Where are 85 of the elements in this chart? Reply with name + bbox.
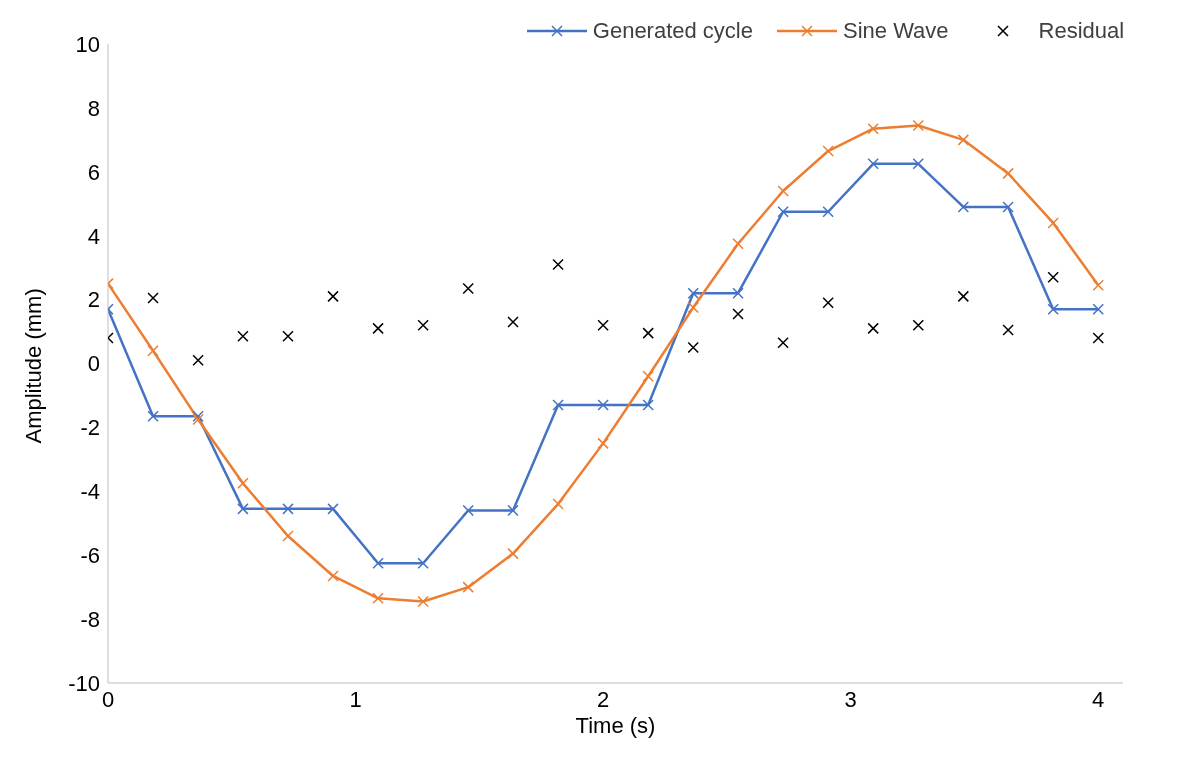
point <box>642 399 654 411</box>
point <box>507 547 519 560</box>
point <box>1047 217 1059 229</box>
y-tick-label: -2 <box>80 415 100 441</box>
point <box>867 322 879 335</box>
point <box>192 413 204 426</box>
y-tick-label: -10 <box>68 670 100 696</box>
point <box>552 258 564 271</box>
point <box>327 570 339 582</box>
point <box>912 158 925 170</box>
point <box>687 341 699 354</box>
point <box>1092 332 1104 344</box>
point <box>732 237 744 250</box>
point <box>777 185 789 197</box>
x-tick-label: 1 <box>349 686 362 712</box>
point <box>372 557 384 569</box>
y-axis-title: Amplitude (mm) <box>20 288 46 444</box>
point <box>912 119 925 132</box>
y-tick-label: 8 <box>87 95 100 121</box>
point <box>192 354 204 367</box>
point <box>462 581 474 593</box>
point <box>687 301 699 314</box>
point <box>417 595 429 608</box>
y-tick-label: 2 <box>87 287 100 313</box>
point <box>462 504 474 517</box>
y-tick-label: 10 <box>75 31 100 57</box>
x-tick-label: 4 <box>1092 686 1105 712</box>
point <box>372 322 384 335</box>
y-tick-label: -4 <box>80 479 100 505</box>
point <box>507 316 519 328</box>
point <box>687 287 699 299</box>
point <box>147 292 159 304</box>
point <box>912 319 925 331</box>
legend-label: Residual <box>1037 18 1125 44</box>
legend-label: Generated cycle <box>591 18 753 44</box>
point <box>957 201 970 213</box>
point <box>1092 279 1104 291</box>
point <box>507 504 519 517</box>
point <box>822 145 834 157</box>
point <box>1002 324 1014 336</box>
point <box>552 399 564 411</box>
y-tick-label: 0 <box>87 351 100 377</box>
point <box>597 319 609 331</box>
y-tick-label: 4 <box>87 223 100 249</box>
x-axis-title: Time (s) <box>575 713 656 738</box>
point <box>822 205 834 218</box>
point <box>777 205 789 218</box>
point <box>147 410 159 422</box>
point <box>147 344 159 357</box>
point <box>462 282 474 295</box>
point <box>777 336 789 349</box>
point <box>327 290 339 303</box>
point <box>867 122 879 135</box>
point <box>732 308 744 320</box>
point <box>1047 303 1059 315</box>
point <box>597 399 609 411</box>
point <box>372 592 384 605</box>
point <box>237 330 249 343</box>
point <box>732 287 744 299</box>
point <box>282 330 294 343</box>
point <box>642 327 654 339</box>
point <box>327 503 339 515</box>
x-tick-label: 2 <box>597 686 610 712</box>
point <box>867 158 879 170</box>
point <box>192 410 204 422</box>
x-tick-label: 3 <box>844 686 857 712</box>
point <box>642 370 654 383</box>
point <box>822 297 834 309</box>
point <box>417 319 429 331</box>
point <box>552 498 564 510</box>
point <box>282 503 294 515</box>
y-tick-label: -8 <box>80 606 100 632</box>
point <box>237 477 249 490</box>
point <box>1002 167 1014 180</box>
point <box>597 437 609 450</box>
point <box>1092 303 1104 315</box>
point <box>957 290 970 303</box>
point <box>237 503 249 515</box>
point <box>1002 201 1014 213</box>
legend-label: Sine Wave <box>842 18 949 44</box>
point <box>1047 271 1059 283</box>
y-tick-label: -6 <box>80 543 100 569</box>
point <box>417 557 429 569</box>
y-tick-label: 6 <box>87 159 100 185</box>
point <box>957 134 970 146</box>
